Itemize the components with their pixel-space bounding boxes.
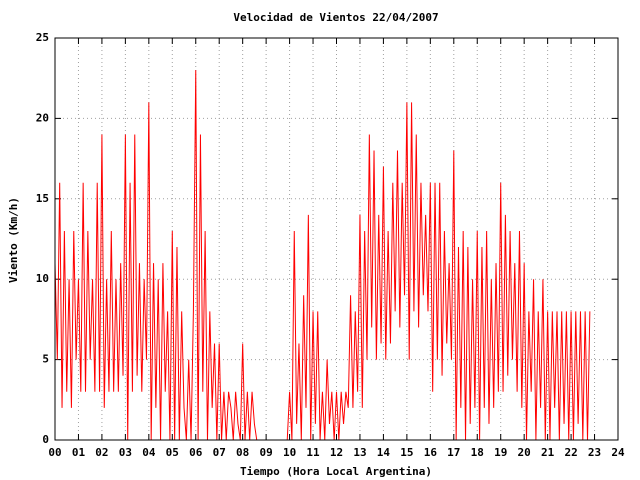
x-tick-label: 23 [588, 446, 601, 459]
y-tick-label: 0 [42, 433, 49, 446]
y-axis-label: Viento (Km/h) [7, 197, 20, 283]
x-tick-label: 01 [72, 446, 86, 459]
x-tick-label: 24 [611, 446, 625, 459]
x-tick-label: 07 [213, 446, 226, 459]
x-tick-label: 03 [119, 446, 132, 459]
x-tick-label: 11 [306, 446, 320, 459]
x-tick-label: 13 [353, 446, 366, 459]
x-tick-label: 09 [260, 446, 273, 459]
x-tick-label: 10 [283, 446, 296, 459]
x-tick-label: 12 [330, 446, 343, 459]
wind-line [54, 70, 591, 441]
x-tick-label: 08 [236, 446, 249, 459]
x-tick-label: 05 [166, 446, 179, 459]
x-tick-label: 20 [518, 446, 531, 459]
x-axis-label: Tiempo (Hora Local Argentina) [240, 465, 432, 478]
x-tick-label: 17 [447, 446, 460, 459]
x-tick-label: 18 [471, 446, 484, 459]
y-tick-label: 10 [36, 272, 49, 285]
x-tick-label: 15 [400, 446, 413, 459]
y-tick-label: 25 [36, 31, 49, 44]
x-tick-label: 21 [541, 446, 555, 459]
y-tick-label: 15 [36, 192, 49, 205]
y-tick-label: 5 [42, 353, 49, 366]
x-tick-label: 16 [424, 446, 438, 459]
x-tick-label: 14 [377, 446, 391, 459]
y-tick-label: 20 [36, 111, 49, 124]
x-tick-label: 22 [564, 446, 577, 459]
plot-border [54, 37, 619, 441]
x-tick-label: 19 [494, 446, 507, 459]
x-tick-label: 06 [189, 446, 203, 459]
x-tick-label: 04 [142, 446, 156, 459]
x-tick-label: 02 [95, 446, 108, 459]
x-tick-label: 00 [48, 446, 61, 459]
chart-title: Velocidad de Vientos 22/04/2007 [233, 11, 438, 24]
